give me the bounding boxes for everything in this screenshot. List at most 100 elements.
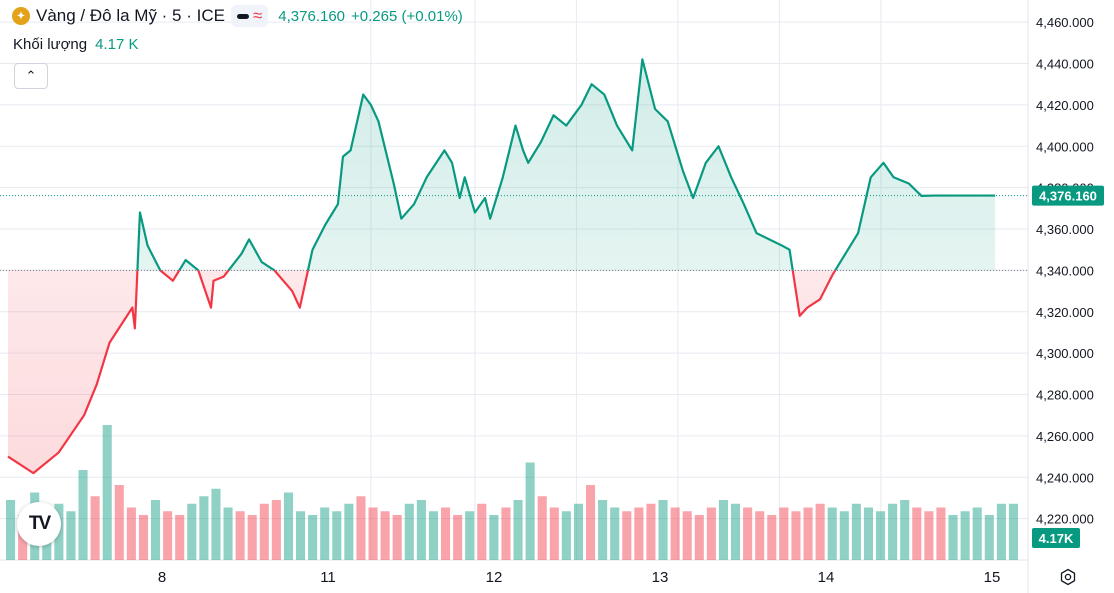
volume-bar: [320, 507, 330, 560]
volume-bar: [573, 503, 583, 560]
y-tick-label: 4,240.000: [1036, 470, 1094, 485]
x-tick-label: 12: [486, 569, 503, 586]
area-above-baseline: [8, 59, 996, 271]
volume-legend: Khối lượng 4.17 K: [13, 36, 138, 53]
volume-bar: [912, 507, 922, 560]
volume-bar: [380, 511, 390, 560]
price-line-down: [7, 270, 837, 475]
chevron-up-icon: ⌃: [25, 68, 37, 83]
volume-bar: [791, 511, 801, 560]
volume-bar: [827, 507, 837, 560]
gold-coin-icon: ✦: [12, 7, 30, 25]
volume-bar: [344, 503, 354, 560]
volume-bar: [863, 507, 873, 560]
y-tick-label: 4,360.000: [1036, 222, 1094, 237]
volume-value: 4.17 K: [95, 36, 139, 53]
y-tick-label: 4,420.000: [1036, 98, 1094, 113]
volume-bar: [525, 462, 535, 560]
x-tick-label: 15: [984, 569, 1001, 586]
volume-bar: [211, 488, 221, 560]
volume-bar: [416, 500, 426, 560]
volume-bar: [610, 507, 620, 560]
volume-bar: [900, 500, 910, 560]
volume-bar: [138, 515, 148, 560]
volume-bar: [163, 511, 173, 560]
volume-bar: [126, 507, 136, 560]
volume-bar: [839, 511, 849, 560]
volume-bar: [368, 507, 378, 560]
volume-bar: [622, 511, 632, 560]
volume-bar: [731, 503, 741, 560]
volume-bar: [658, 500, 668, 560]
last-price-label: 4,376.160: [1039, 189, 1097, 204]
volume-bar: [888, 503, 898, 560]
volume-bar: [743, 507, 753, 560]
volume-bar: [561, 511, 571, 560]
collapse-legend-button[interactable]: ⌃: [14, 63, 48, 89]
volume-bar: [513, 500, 523, 560]
last-price-badge: [1032, 185, 1104, 206]
tradingview-logo[interactable]: TV: [17, 502, 61, 546]
price-change: +0.265 (+0.01%): [351, 7, 463, 25]
y-tick-label: 4,220.000: [1036, 512, 1094, 527]
price-line-up: [136, 58, 996, 271]
volume-bar: [706, 507, 716, 560]
volume-bar: [477, 503, 487, 560]
symbol-title[interactable]: Vàng / Đô la Mỹ · 5 · ICE: [36, 6, 225, 25]
volume-bar: [296, 511, 306, 560]
volume-badge: [1032, 528, 1080, 548]
volume-bar: [223, 507, 233, 560]
symbol-legend: ✦ Vàng / Đô la Mỹ · 5 · ICE ≈ 4,376.160 …: [12, 5, 463, 27]
volume-bar: [694, 515, 704, 560]
volume-bar: [199, 496, 209, 560]
y-tick-label: 4,280.000: [1036, 388, 1094, 403]
volume-bar: [247, 515, 257, 560]
volume-bar: [586, 485, 596, 560]
volume-badge-label: 4.17K: [1039, 531, 1074, 546]
volume-bar: [718, 500, 728, 560]
settings-icon[interactable]: [1058, 567, 1078, 587]
volume-bar: [682, 511, 692, 560]
volume-bar: [646, 503, 656, 560]
y-tick-label: 4,440.000: [1036, 57, 1094, 72]
volume-bar: [1008, 503, 1018, 560]
volume-bar: [634, 507, 644, 560]
last-price: 4,376.160: [278, 7, 346, 25]
volume-bar: [90, 496, 100, 560]
volume-bar: [151, 500, 161, 560]
volume-label: Khối lượng: [13, 36, 88, 53]
tv-logo-icon: TV: [28, 513, 51, 534]
volume-bar: [767, 515, 777, 560]
wave-icon: ≈: [252, 6, 263, 25]
volume-bar: [948, 515, 958, 560]
y-tick-label: 4,400.000: [1036, 139, 1094, 154]
volume-bar: [803, 507, 813, 560]
chart-style-toggle[interactable]: ≈: [230, 5, 269, 27]
volume-bar: [78, 470, 88, 560]
y-tick-label: 4,340.000: [1036, 263, 1094, 278]
y-tick-label: 4,260.000: [1036, 429, 1094, 444]
volume-bar: [936, 507, 946, 560]
volume-bar: [537, 496, 547, 560]
volume-bar: [598, 500, 608, 560]
volume-bar: [549, 507, 559, 560]
volume-bar: [271, 500, 281, 560]
x-tick-label: 13: [652, 569, 669, 586]
volume-bar: [356, 496, 366, 560]
volume-bar: [235, 511, 245, 560]
volume-bar: [815, 503, 825, 560]
volume-bar: [428, 511, 438, 560]
x-tick-label: 8: [158, 569, 166, 586]
volume-bar: [876, 511, 886, 560]
volume-bar: [984, 515, 994, 560]
y-tick-label: 4,320.000: [1036, 305, 1094, 320]
minus-icon: [236, 13, 249, 19]
volume-bar: [392, 515, 402, 560]
volume-bar: [404, 503, 414, 560]
volume-bar: [102, 425, 112, 560]
volume-bar: [996, 503, 1006, 560]
volume-bar: [924, 511, 934, 560]
volume-bar: [441, 507, 451, 560]
x-tick-label: 11: [320, 569, 336, 586]
